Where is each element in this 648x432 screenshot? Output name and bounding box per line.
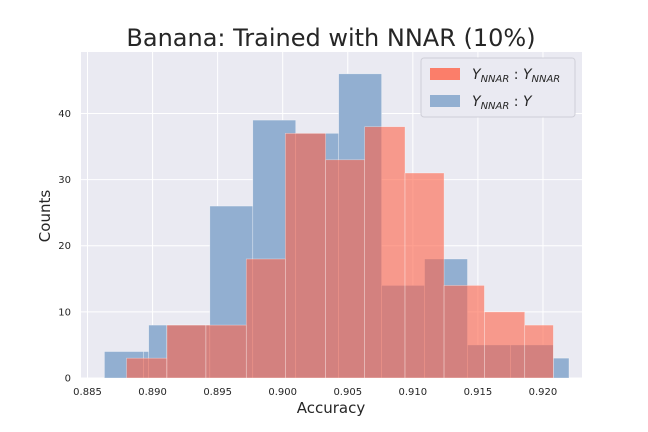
y-tick-label: 10 [58, 307, 71, 318]
x-tick-label: 0.915 [464, 387, 493, 398]
y-tick-label: 0 [65, 374, 71, 385]
y-tick-label: 40 [58, 109, 71, 120]
histogram-bar [364, 126, 406, 379]
x-tick-label: 0.910 [399, 387, 428, 398]
x-tick-label: 0.885 [73, 387, 102, 398]
chart-title: Banana: Trained with NNAR (10%) [126, 24, 535, 52]
histogram-bar [553, 357, 570, 379]
histogram-bar [484, 311, 526, 379]
histogram-bar [325, 159, 365, 379]
legend-label: YNNAR : YNNAR [472, 67, 560, 85]
histogram-bars [104, 73, 570, 379]
legend-swatch [430, 95, 460, 107]
y-tick-label: 20 [58, 241, 71, 252]
x-tick-label: 0.920 [529, 387, 558, 398]
x-tick-label: 0.890 [138, 387, 167, 398]
legend-label: YNNAR : Y [472, 94, 533, 112]
histogram-bar [524, 324, 554, 379]
histogram-bar [205, 324, 247, 379]
histogram-bar [285, 133, 326, 379]
x-tick-label: 0.895 [203, 387, 232, 398]
x-axis-label: Accuracy [297, 399, 366, 417]
histogram-bar [166, 324, 207, 379]
legend: YNNAR : YNNAR YNNAR : Y [420, 57, 576, 118]
histogram-bar [245, 258, 286, 379]
y-tick-label: 30 [58, 175, 71, 186]
x-tick-labels: 0.885 0.890 0.895 0.900 0.905 0.910 0.915 0.920 [73, 387, 557, 398]
y-tick-labels: 0 10 20 30 40 [58, 109, 71, 385]
legend-swatch [430, 68, 460, 80]
histogram-bar [443, 285, 485, 379]
x-tick-label: 0.900 [268, 387, 297, 398]
histogram-bar [404, 172, 445, 379]
x-tick-label: 0.905 [333, 387, 362, 398]
y-axis-label: Counts [36, 190, 54, 243]
histogram-bar [126, 357, 168, 379]
